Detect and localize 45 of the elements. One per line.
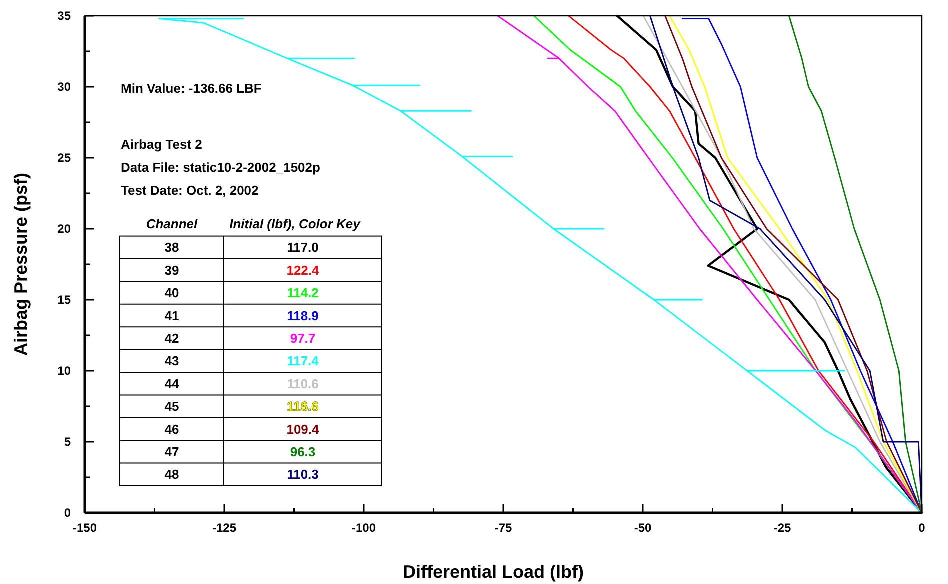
y-tick-label: 35: [58, 9, 72, 24]
x-tick-label: 0: [918, 521, 926, 535]
y-tick-label: 5: [64, 435, 72, 450]
annotation: Test Date: Oct. 2, 2002: [121, 183, 259, 198]
text: 97.7: [290, 331, 316, 346]
text: 110.6: [287, 376, 319, 392]
annotation: 39: [164, 262, 180, 278]
text: 110.3: [287, 467, 319, 482]
annotation: 42: [164, 331, 180, 346]
x-tick-label: -25: [774, 521, 792, 535]
x-tick-label: -75: [494, 521, 512, 535]
text: 118.9: [287, 308, 319, 324]
y-tick-label: 30: [58, 80, 72, 94]
y-tick-label: 25: [58, 151, 72, 166]
annotation: 43: [164, 354, 180, 369]
y-tick-label: 20: [58, 222, 72, 236]
y-tick-label: 15: [58, 293, 72, 308]
text: 117.4: [287, 354, 320, 369]
annotation: Airbag Test 2: [121, 137, 202, 152]
text: 122.4: [286, 262, 320, 278]
text: 117.0: [287, 240, 319, 256]
x-axis-title: Differential Load (lbf): [403, 562, 584, 582]
annotation: 47: [164, 444, 180, 460]
x-tick-label: -100: [352, 521, 376, 535]
annotation: Data File: static10-2-2002_1502p: [121, 160, 320, 175]
annotation: Channel: [146, 216, 198, 232]
legend-title: Initial (lbf), Color Key: [230, 216, 362, 232]
text: 116.6: [287, 399, 319, 414]
annotation: 46: [164, 422, 180, 437]
y-tick-label: 0: [64, 506, 72, 520]
y-tick-label: 10: [58, 364, 72, 378]
text: 96.3: [290, 444, 316, 460]
x-tick-label: -150: [72, 521, 98, 535]
x-tick-label: -125: [212, 521, 237, 535]
annotation: Min Value: -136.66 LBF: [121, 81, 262, 96]
y-axis-title: Airbag Pressure (psf): [11, 172, 31, 356]
annotation: 38: [164, 240, 180, 256]
x-tick-label: -50: [634, 521, 652, 535]
annotation: 48: [164, 467, 180, 482]
annotation: 45: [164, 399, 180, 414]
text: 109.4: [286, 422, 320, 437]
annotation: 44: [164, 376, 180, 392]
text: 114.2: [287, 286, 319, 301]
annotation: 41: [164, 308, 180, 324]
annotation: 40: [164, 286, 180, 301]
